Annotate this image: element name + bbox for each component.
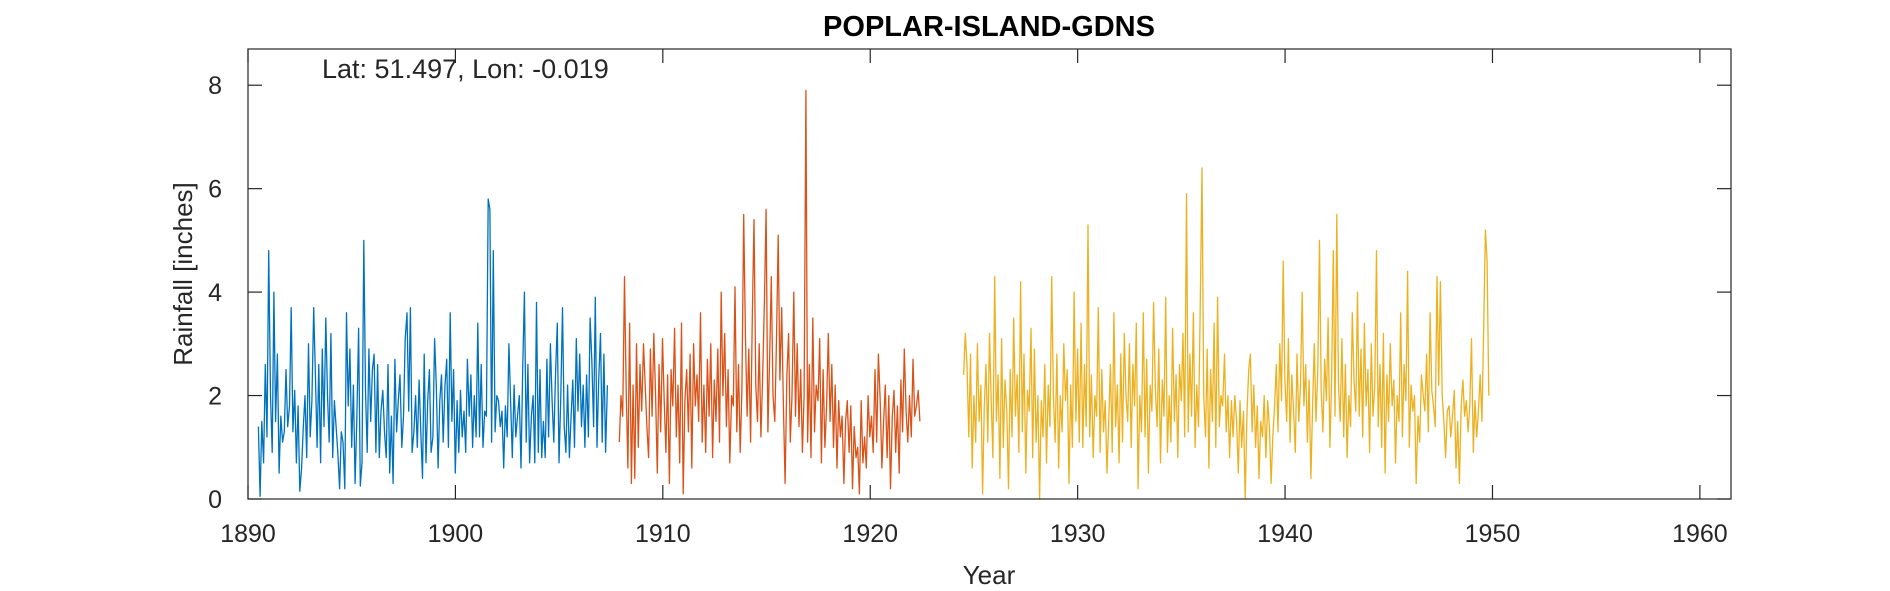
x-tick-label: 1940 <box>1257 520 1313 548</box>
chart-title: POPLAR-ISLAND-GDNS <box>823 11 1155 43</box>
x-tick-label: 1950 <box>1465 520 1521 548</box>
x-tick-label: 1900 <box>428 520 484 548</box>
x-tick-label: 1930 <box>1050 520 1106 548</box>
plot-frame <box>247 48 1732 500</box>
y-tick-label: 2 <box>208 383 222 411</box>
plot-background <box>248 49 1731 499</box>
y-tick-label: 8 <box>208 72 222 100</box>
y-tick-label: 4 <box>208 279 222 307</box>
y-tick-label: 6 <box>208 176 222 204</box>
x-tick-label: 1890 <box>220 520 276 548</box>
series-layer <box>257 89 1490 500</box>
x-tick-label: 1920 <box>842 520 898 548</box>
series-line-3 <box>962 167 1490 500</box>
x-axis-label: Year <box>963 560 1016 590</box>
location-annotation: Lat: 51.497, Lon: -0.019 <box>322 54 609 84</box>
series-line-1 <box>257 198 609 498</box>
y-axis-label: Rainfall [inches] <box>168 182 198 366</box>
series-line-2 <box>618 89 921 495</box>
x-tick-label: 1960 <box>1672 520 1728 548</box>
ticks-layer: 1890 1900 1910 1920 1930 1940 1950 1960 0 2 4 6 8 <box>208 49 1731 548</box>
y-tick-label: 0 <box>208 486 222 514</box>
x-tick-label: 1910 <box>635 520 691 548</box>
